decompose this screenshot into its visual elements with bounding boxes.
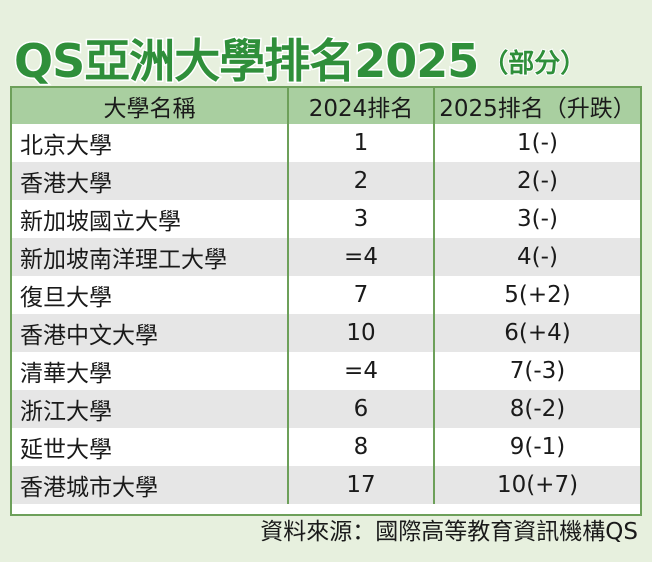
table-row: 浙江大學 6 8(-2)	[12, 390, 640, 428]
table-row: 香港中文大學 10 6(+4)	[12, 314, 640, 352]
rank-2025-cell: 7(-3)	[434, 352, 640, 390]
title-area: QS亞洲大學排名2025 （部分）	[0, 0, 652, 88]
rank-2025-cell: 5(+2)	[434, 276, 640, 314]
rank-2024-cell: 6	[288, 390, 435, 428]
university-name-cell: 延世大學	[12, 428, 289, 466]
chart-subtitle: （部分）	[481, 48, 587, 80]
column-header-rank-2025: 2025排名（升跌）	[434, 88, 640, 124]
header-row: 大學名稱 2024排名 2025排名（升跌）	[12, 88, 640, 124]
ranking-table: 大學名稱 2024排名 2025排名（升跌） 北京大學 1 1(-) 香港大學 2 2(-…	[12, 88, 640, 504]
university-name-cell: 復旦大學	[12, 276, 289, 314]
rank-2025-cell: 9(-1)	[434, 428, 640, 466]
rank-2024-cell: 2	[288, 162, 435, 200]
rank-2024-cell: 1	[288, 124, 435, 162]
university-name-cell: 香港大學	[12, 162, 289, 200]
university-name-cell: 香港中文大學	[12, 314, 289, 352]
table-row: 北京大學 1 1(-)	[12, 124, 640, 162]
rank-2025-cell: 3(-)	[434, 200, 640, 238]
column-header-rank-2024: 2024排名	[288, 88, 435, 124]
table-row: 香港大學 2 2(-)	[12, 162, 640, 200]
ranking-table-container: 大學名稱 2024排名 2025排名（升跌） 北京大學 1 1(-) 香港大學 2 2(-…	[10, 86, 642, 516]
rank-2024-cell: =4	[288, 352, 435, 390]
rank-2025-cell: 1(-)	[434, 124, 640, 162]
chart-title: QS亞洲大學排名2025	[12, 34, 480, 88]
university-name-cell: 北京大學	[12, 124, 289, 162]
table-row: 新加坡南洋理工大學 =4 4(-)	[12, 238, 640, 276]
rank-2025-cell: 2(-)	[434, 162, 640, 200]
rank-2024-cell: 7	[288, 276, 435, 314]
table-row: 清華大學 =4 7(-3)	[12, 352, 640, 390]
table-row: 延世大學 8 9(-1)	[12, 428, 640, 466]
university-name-cell: 清華大學	[12, 352, 289, 390]
rank-2024-cell: 3	[288, 200, 435, 238]
rank-2025-cell: 4(-)	[434, 238, 640, 276]
university-name-cell: 浙江大學	[12, 390, 289, 428]
rank-2025-cell: 10(+7)	[434, 466, 640, 504]
rank-2024-cell: 10	[288, 314, 435, 352]
university-name-cell: 新加坡南洋理工大學	[12, 238, 289, 276]
rank-2024-cell: =4	[288, 238, 435, 276]
rank-2024-cell: 8	[288, 428, 435, 466]
university-name-cell: 香港城市大學	[12, 466, 289, 504]
table-row: 復旦大學 7 5(+2)	[12, 276, 640, 314]
column-header-university: 大學名稱	[12, 88, 289, 124]
table-body: 北京大學 1 1(-) 香港大學 2 2(-) 新加坡國立大學 3 3(-) 新加坡南洋理工大學 =…	[12, 124, 640, 504]
university-name-cell: 新加坡國立大學	[12, 200, 289, 238]
table-row: 新加坡國立大學 3 3(-)	[12, 200, 640, 238]
rank-2025-cell: 6(+4)	[434, 314, 640, 352]
source-note: 資料來源：國際高等教育資訊機構QS	[260, 519, 638, 545]
rank-2025-cell: 8(-2)	[434, 390, 640, 428]
rank-2024-cell: 17	[288, 466, 435, 504]
table-row: 香港城市大學 17 10(+7)	[12, 466, 640, 504]
